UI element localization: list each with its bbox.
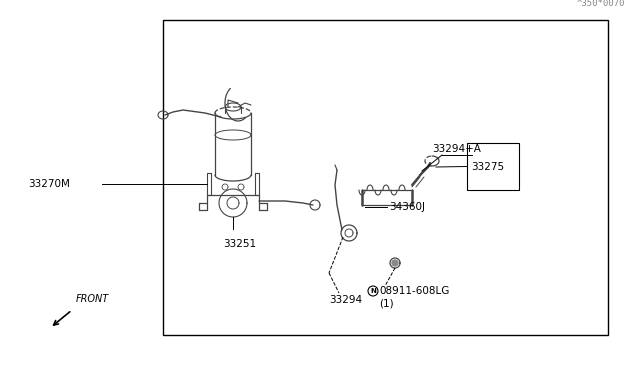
- Text: 34360J: 34360J: [389, 202, 425, 212]
- Text: 33275: 33275: [471, 161, 504, 171]
- Text: 33251: 33251: [223, 239, 256, 249]
- Text: ^350*0070: ^350*0070: [577, 0, 625, 8]
- Text: 08911-608LG: 08911-608LG: [379, 286, 449, 296]
- Text: (1): (1): [379, 298, 394, 308]
- Text: N: N: [370, 288, 376, 294]
- Text: 33270M: 33270M: [28, 179, 70, 189]
- Circle shape: [392, 260, 398, 266]
- Bar: [467, 143, 519, 190]
- Text: 33294: 33294: [329, 295, 362, 305]
- Bar: [163, 20, 608, 335]
- Text: 33294+A: 33294+A: [432, 144, 481, 154]
- Text: FRONT: FRONT: [76, 294, 109, 304]
